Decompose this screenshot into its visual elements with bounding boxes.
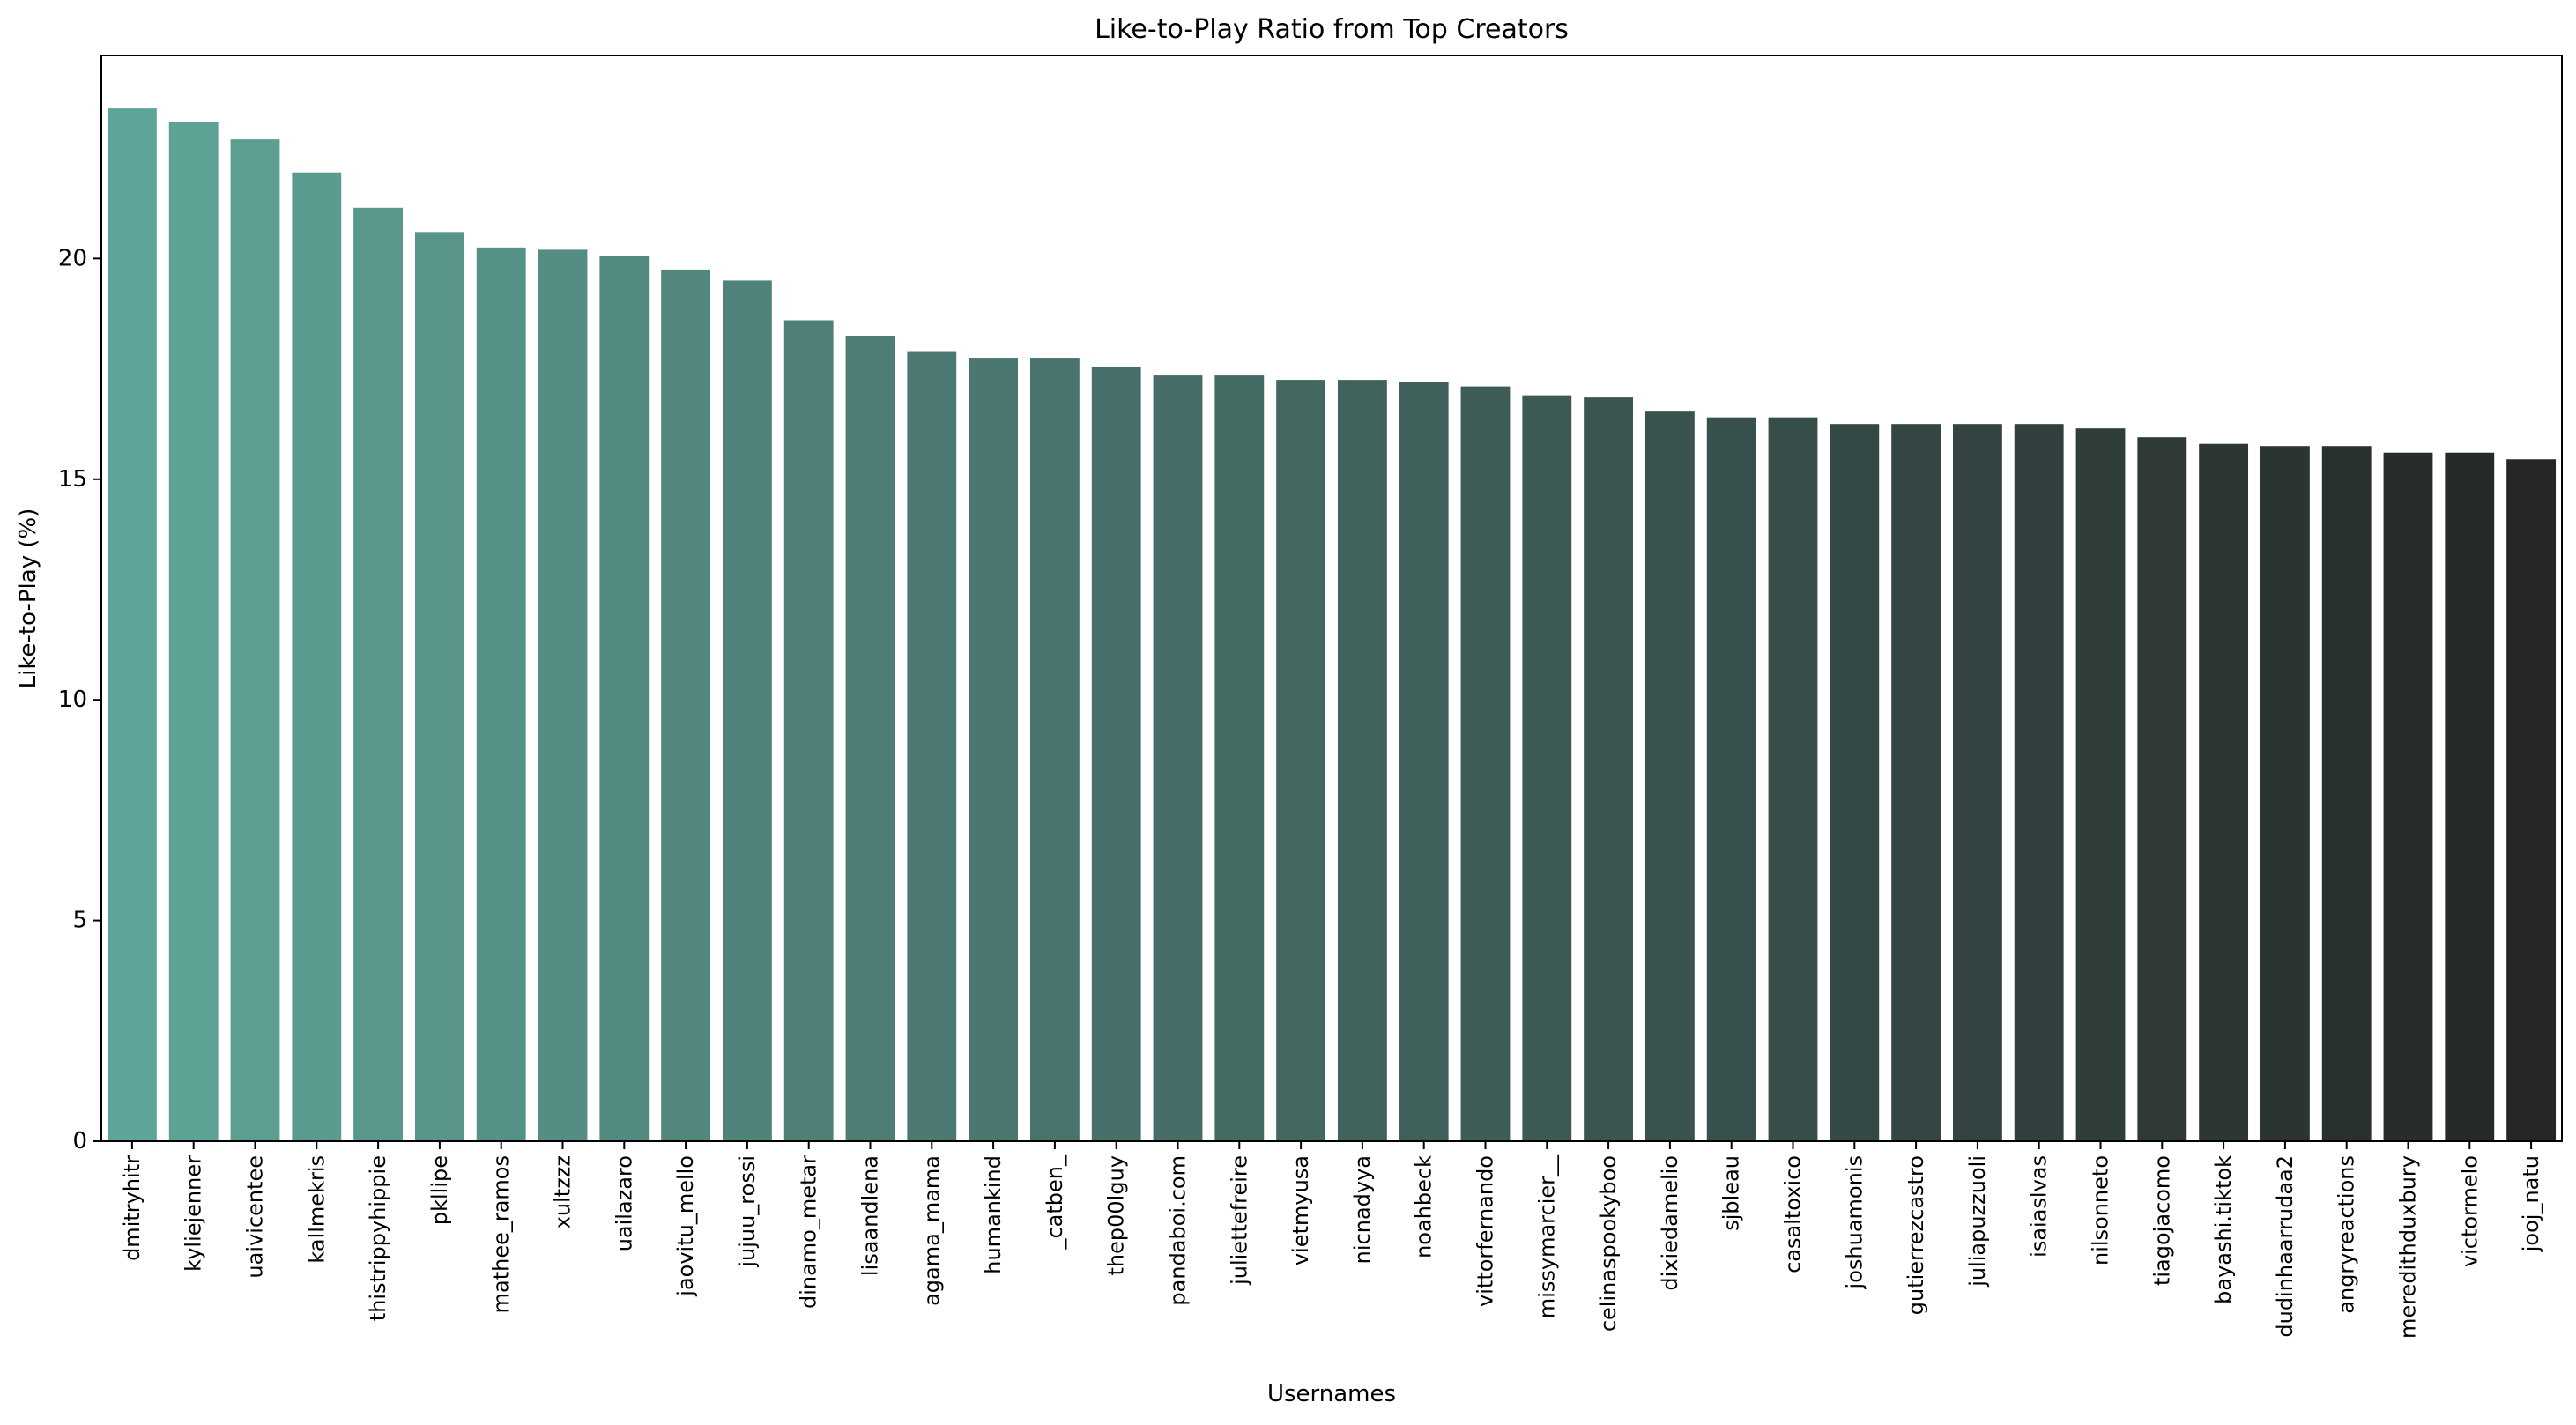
bar-jujuu_rossi [722,280,772,1141]
x-tick-label: isaiaslvas [2027,1155,2052,1258]
y-tick-label: 20 [58,245,87,271]
x-tick-label: humankind [981,1155,1006,1274]
x-tick-label: victormelo [2457,1155,2482,1267]
x-tick-label: uailazaro [612,1155,636,1251]
bar-kyliejenner [168,122,219,1141]
bar-victormelo [2445,452,2495,1141]
x-tick-label: dmitryhitr [120,1155,145,1261]
x-tick-label: dudinhaarrudaa2 [2273,1155,2298,1338]
x-tick-label: juliettefreire [1227,1155,1251,1286]
bar-lisaandlena [845,336,895,1141]
chart-title: Like-to-Play Ratio from Top Creators [1095,14,1569,45]
x-tick-label: agama_mama [919,1155,944,1306]
bar-juliapuzzuoli [1952,424,2002,1141]
x-tick-label: tiagojacomo [2149,1155,2174,1286]
bar-_catben_ [1029,358,1080,1141]
x-tick-label: pkllipe [427,1155,452,1225]
bar-celinaspookyboo [1584,397,1634,1141]
bar-agama_mama [907,351,957,1141]
bar-jooj_natu [2506,459,2557,1141]
x-tick-label: dinamo_metar [797,1155,821,1309]
x-tick-label: bayashi.tiktok [2211,1155,2236,1304]
bar-uaivicentee [230,139,280,1141]
bar-angryreactions [2321,446,2372,1142]
x-tick-label: dixiedamelio [1658,1155,1682,1291]
x-tick-label: gutierrezcastro [1904,1155,1928,1315]
x-tick-label: nilsonneto [2089,1155,2113,1265]
y-tick-label: 15 [58,466,87,493]
x-tick-label: xultzzz [551,1155,575,1228]
x-tick-label: sjbleau [1719,1155,1744,1231]
x-tick-label: nicnadyya [1350,1155,1375,1264]
x-tick-label: noahbeck [1412,1155,1436,1258]
x-tick-label: jujuu_rossi [735,1155,760,1268]
bar-dudinhaarrudaa2 [2260,446,2310,1142]
bar-bayashi.tiktok [2199,443,2249,1142]
x-axis-ticks: dmitryhitr kyliejenner uaivicentee kallmekr… [120,1141,2543,1339]
x-tick-label: kyliejenner [182,1155,206,1272]
x-tick-label: joshuamonis [1842,1155,1867,1289]
x-tick-label: angryreactions [2335,1155,2359,1314]
x-tick-label: lisaandlena [858,1155,883,1276]
x-tick-label: celinaspookyboo [1596,1155,1621,1332]
x-tick-label: vietmyusa [1288,1155,1313,1265]
bar-kallmekris [292,172,342,1142]
bar-missymarcier__ [1522,395,1572,1141]
bar-noahbeck [1399,382,1449,1142]
bar-vietmyusa [1276,380,1326,1142]
bar-pandaboi.com [1153,375,1203,1142]
x-tick-label: jooj_natu [2519,1155,2543,1252]
x-tick-label: kallmekris [304,1155,329,1264]
x-tick-label: juliapuzzuoli [1965,1155,1990,1288]
x-tick-label: vittorfernando [1474,1155,1498,1307]
bar-nicnadyya [1337,380,1387,1142]
bar-xultzzz [538,249,588,1141]
bars-layer [107,108,2557,1142]
bar-juliettefreire [1214,375,1265,1142]
y-axis-ticks: 0 5 10 15 20 [58,245,101,1154]
x-tick-label: missymarcier__ [1534,1154,1559,1318]
y-tick-label: 10 [58,687,87,713]
plot-frame [100,55,2563,1142]
x-tick-label: jaovitu_mello [673,1155,698,1297]
bar-gutierrezcastro [1891,424,1941,1141]
x-tick-label: thistrippyhippie [366,1155,390,1321]
bar-dmitryhitr [107,108,157,1142]
x-axis-label: Usernames [1267,1381,1396,1407]
bar-thep00lguy [1091,367,1141,1141]
bar-uailazaro [599,256,650,1141]
bar-dixiedamelio [1644,411,1695,1141]
bar-mathee_ramos [476,247,526,1142]
bar-jaovitu_mello [661,269,711,1141]
y-tick-label: 5 [72,908,87,934]
bar-tiagojacomo [2137,437,2187,1141]
x-tick-label: pandaboi.com [1166,1155,1191,1306]
y-axis-label: Like-to-Play (%) [15,508,41,689]
bar-joshuamonis [1830,424,1880,1141]
bar-nilsonneto [2075,428,2126,1141]
bar-casaltoxico [1768,417,1818,1141]
bar-isaiaslvas [2014,424,2064,1141]
x-tick-label: uaivicentee [243,1155,268,1279]
bar-meredithduxbury [2383,452,2433,1141]
bar-sjbleau [1706,417,1756,1141]
x-tick-label: meredithduxbury [2396,1155,2421,1339]
x-tick-label: mathee_ramos [489,1155,514,1313]
bar-thistrippyhippie [353,207,404,1141]
bar-pkllipe [414,232,464,1142]
bar-humankind [969,358,1019,1141]
y-tick-label: 0 [72,1128,87,1154]
x-tick-label: thep00lguy [1104,1155,1129,1275]
bar-vittorfernando [1460,386,1511,1141]
x-tick-label: casaltoxico [1781,1155,1806,1273]
bar-dinamo_metar [783,320,834,1141]
x-tick-label: _catben_ [1043,1154,1067,1251]
